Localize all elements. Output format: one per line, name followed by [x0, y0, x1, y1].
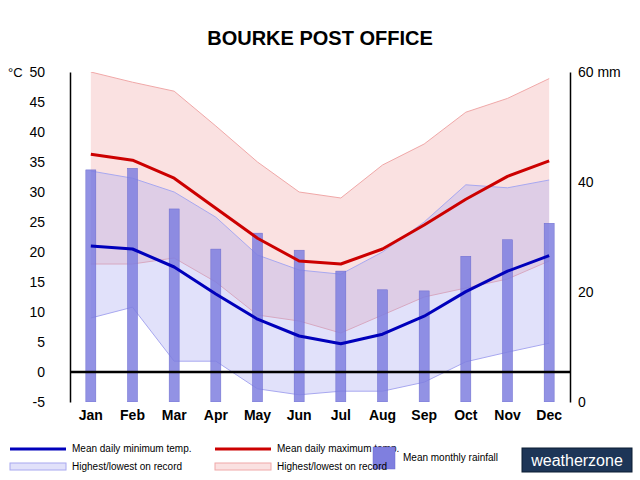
- y-tick-label: 45: [29, 94, 45, 110]
- x-tick-label: Jun: [287, 407, 312, 423]
- rain-bar: [294, 250, 304, 402]
- x-tick: Nov: [494, 402, 521, 423]
- rain-bar: [503, 240, 513, 402]
- x-tick-label: Aug: [369, 407, 396, 423]
- chart: BOURKE POST OFFICE °C -5 0 5 10 15 20 25 30 35 40 45…: [0, 0, 640, 480]
- x-tick: Sep: [411, 402, 437, 423]
- legend-label: Highest/lowest on record: [72, 461, 182, 472]
- x-tick: May: [244, 402, 271, 423]
- y2-tick-label: 60 mm: [578, 64, 621, 80]
- y-tick: 40: [29, 124, 70, 140]
- y-tick: 5: [37, 334, 70, 350]
- rain-bar: [419, 291, 429, 402]
- y2-tick: 20: [570, 284, 594, 300]
- y-tick-label: 5: [37, 334, 45, 350]
- x-tick-label: Feb: [120, 407, 145, 423]
- x-tick-label: Oct: [454, 407, 478, 423]
- x-tick-label: Mar: [162, 407, 187, 423]
- x-tick-label: Sep: [411, 407, 437, 423]
- rain-bar: [461, 256, 471, 402]
- y2-axis: 0 20 40 60 mm: [570, 64, 621, 410]
- x-tick-label: Jul: [331, 407, 351, 423]
- rain-bar: [544, 223, 554, 402]
- x-tick-label: May: [244, 407, 271, 423]
- legend-label: Mean monthly rainfall: [403, 452, 498, 463]
- legend-swatch: [10, 448, 66, 451]
- y-tick: 20: [29, 244, 70, 260]
- x-tick-label: Jan: [79, 407, 103, 423]
- rain-bar: [378, 290, 388, 402]
- legend-swatch: [215, 463, 271, 470]
- y2-tick-label: 40: [578, 174, 594, 190]
- y-tick-label: 0: [37, 364, 45, 380]
- rain-bar: [336, 271, 346, 402]
- legend-swatch: [10, 463, 66, 470]
- y-tick-label: -5: [33, 394, 46, 410]
- y-tick-label: 25: [29, 214, 45, 230]
- y2-tick: 0: [570, 394, 586, 410]
- y-tick: 35: [29, 154, 70, 170]
- y-tick-label: 50: [29, 64, 45, 80]
- legend-label: Mean daily minimum temp.: [72, 443, 191, 454]
- y-tick-label: 20: [29, 244, 45, 260]
- logo-text: weatherzone: [530, 452, 623, 469]
- y-axis: -5 0 5 10 15 20 25 30 35 40 45 50: [29, 64, 70, 410]
- legend-label: Highest/lowest on record: [277, 461, 387, 472]
- y-tick: 25: [29, 214, 70, 230]
- y2-tick: 40: [570, 174, 594, 190]
- rain-bar: [211, 249, 221, 402]
- y-tick: -5: [33, 394, 70, 410]
- x-tick: Jun: [287, 402, 312, 423]
- title: BOURKE POST OFFICE: [207, 27, 433, 49]
- rain-bar: [128, 168, 138, 402]
- legend-item: Mean monthly rainfall: [373, 447, 498, 469]
- y2-axis-line: [570, 73, 572, 403]
- y-axis-line: [70, 73, 72, 403]
- y-tick: 45: [29, 94, 70, 110]
- legend-item: Mean daily minimum temp.: [10, 443, 191, 454]
- y-tick: 30: [29, 184, 70, 200]
- x-tick: Oct: [454, 402, 478, 423]
- y-tick: 15: [29, 274, 70, 290]
- x-tick: Jan: [79, 402, 103, 423]
- y-tick: 50: [29, 64, 70, 80]
- zero-line: [70, 371, 570, 374]
- y2-tick-label: 0: [578, 394, 586, 410]
- x-tick: Mar: [162, 402, 187, 423]
- legend-item: Mean daily maximum temp.: [215, 443, 399, 454]
- legend-item: Highest/lowest on record: [215, 461, 387, 472]
- logo-box: [522, 448, 632, 472]
- y-tick-label: 10: [29, 304, 45, 320]
- record-high-line: [91, 171, 549, 274]
- y-axis-label: °C: [8, 65, 23, 80]
- x-tick-label: Dec: [536, 407, 562, 423]
- y2-tick: 60 mm: [570, 64, 621, 80]
- x-tick: Aug: [369, 402, 396, 423]
- y-tick-label: 35: [29, 154, 45, 170]
- y-tick-label: 15: [29, 274, 45, 290]
- y-tick-label: 40: [29, 124, 45, 140]
- rain-bar: [86, 170, 96, 402]
- temp-line: [91, 246, 549, 344]
- record-low-line: [91, 307, 549, 395]
- x-tick: Jul: [331, 402, 351, 423]
- y-tick: 10: [29, 304, 70, 320]
- y-tick-label: 30: [29, 184, 45, 200]
- y2-tick-label: 20: [578, 284, 594, 300]
- temp-line: [91, 154, 549, 264]
- plot-area: [86, 72, 554, 402]
- record-band: [91, 171, 549, 395]
- legend-swatch: [215, 448, 271, 451]
- legend: Mean daily minimum temp. Mean daily maxim…: [10, 443, 498, 472]
- logo: weatherzone: [522, 448, 632, 472]
- x-axis: Jan Feb Mar Apr May Jun Jul Aug Sep Oct Nov Dec: [79, 402, 562, 423]
- x-tick-label: Nov: [494, 407, 521, 423]
- x-tick-label: Apr: [204, 407, 229, 423]
- legend-item: Highest/lowest on record: [10, 461, 182, 472]
- y-tick: 0: [37, 364, 70, 380]
- x-tick: Dec: [536, 402, 562, 423]
- record-high-line: [91, 72, 549, 198]
- x-tick: Feb: [120, 402, 145, 423]
- x-tick: Apr: [204, 402, 229, 423]
